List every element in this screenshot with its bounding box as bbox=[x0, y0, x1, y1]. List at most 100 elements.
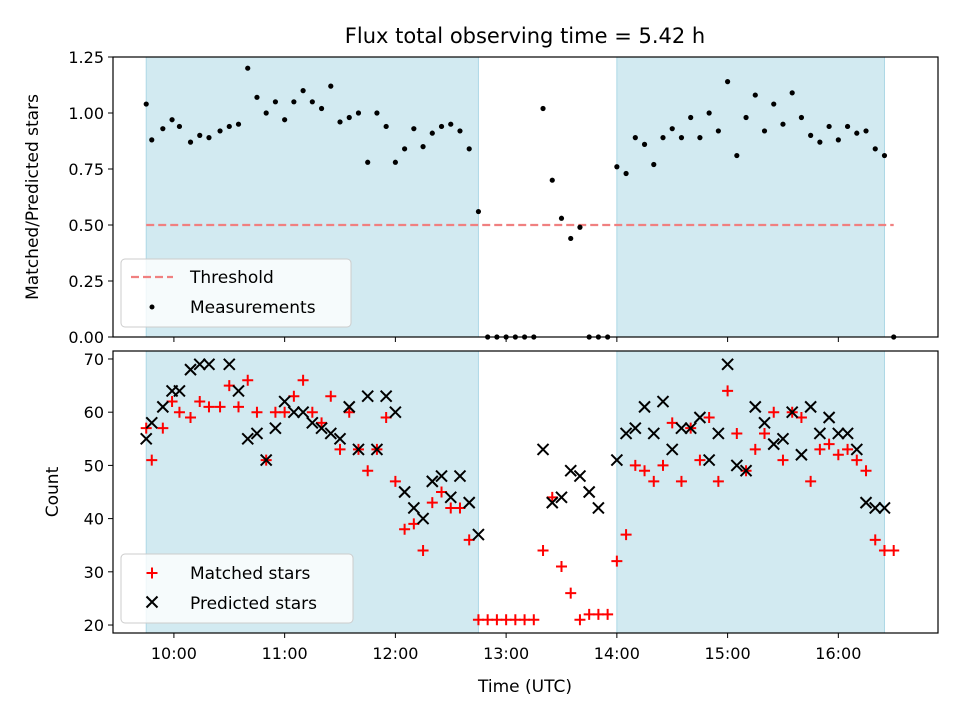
predicted-star-point bbox=[333, 432, 347, 445]
matched-star-point bbox=[491, 614, 503, 626]
predicted-star-point bbox=[869, 501, 882, 515]
predicted-star-point bbox=[269, 421, 282, 435]
measurement-point bbox=[715, 128, 721, 134]
matched-star-point bbox=[306, 406, 318, 418]
measurement-point bbox=[300, 88, 306, 94]
measurement-point bbox=[826, 123, 832, 130]
matched-star-point bbox=[620, 529, 632, 541]
legend-predicted-swatch bbox=[145, 595, 159, 609]
legend-matched-label: Matched stars bbox=[190, 564, 310, 584]
predicted-star-point bbox=[749, 400, 762, 414]
x-tick-label: 15:00 bbox=[705, 644, 751, 663]
predicted-star-point bbox=[546, 496, 559, 509]
measurement-point bbox=[245, 65, 251, 71]
y-tick-label: 70 bbox=[84, 350, 104, 369]
measurement-point bbox=[752, 92, 758, 98]
matched-star-point bbox=[343, 406, 355, 418]
predicted-star-point bbox=[306, 416, 319, 430]
predicted-star-point bbox=[435, 469, 448, 483]
matched-star-point bbox=[823, 438, 835, 450]
matched-star-point bbox=[509, 614, 521, 626]
observing-band-2 bbox=[616, 350, 885, 634]
matched-star-point bbox=[694, 454, 706, 466]
predicted-star-point bbox=[832, 427, 845, 440]
measurement-point bbox=[614, 164, 620, 170]
measurement-point bbox=[817, 139, 823, 145]
measurement-point bbox=[789, 90, 795, 96]
predicted-star-point bbox=[145, 416, 158, 430]
matched-star-point bbox=[629, 459, 641, 471]
measurement-point bbox=[429, 130, 435, 136]
predicted-star-point bbox=[315, 421, 328, 435]
predicted-star-point bbox=[250, 427, 264, 440]
matched-star-point bbox=[583, 608, 595, 620]
predicted-star-point bbox=[223, 358, 236, 371]
measurement-point bbox=[724, 79, 731, 85]
measurement-point bbox=[743, 114, 749, 121]
predicted-star-point bbox=[555, 491, 568, 504]
matched-star-point bbox=[832, 449, 844, 461]
predicted-star-point bbox=[693, 411, 707, 424]
measurement-point bbox=[669, 126, 675, 132]
measurement-point bbox=[217, 128, 223, 134]
measurement-point bbox=[402, 146, 408, 152]
measurement-point bbox=[197, 132, 203, 138]
predicted-star-point bbox=[379, 390, 393, 403]
x-axis-label: Time (UTC) bbox=[477, 677, 572, 697]
predicted-star-point bbox=[370, 443, 384, 456]
measurement-point bbox=[383, 123, 389, 130]
predicted-star-point bbox=[184, 363, 197, 376]
measurement-point bbox=[254, 94, 260, 100]
x-tick-label: 11:00 bbox=[262, 644, 308, 663]
matched-star-point bbox=[722, 385, 734, 397]
matched-star-point bbox=[482, 614, 494, 626]
measurement-point bbox=[549, 177, 555, 183]
measurement-point bbox=[734, 152, 740, 159]
measurement-point bbox=[346, 114, 352, 121]
measurement-point bbox=[149, 137, 155, 143]
observing-band-2 bbox=[616, 56, 885, 338]
legend-threshold-label: Threshold bbox=[189, 268, 274, 288]
x-tick-label: 13:00 bbox=[483, 644, 529, 663]
predicted-star-point bbox=[822, 411, 836, 424]
measurement-point bbox=[392, 159, 398, 165]
matched-star-point bbox=[500, 614, 512, 626]
measurement-point bbox=[808, 132, 814, 138]
y-tick-label: 50 bbox=[84, 456, 104, 475]
matched-star-point bbox=[565, 587, 577, 599]
matched-star-point bbox=[611, 555, 623, 567]
matched-star-point bbox=[251, 406, 263, 418]
bottom-plot-frame bbox=[112, 350, 939, 634]
legend-measurements-label: Measurements bbox=[190, 298, 316, 318]
measurement-point bbox=[780, 121, 786, 127]
y-tick-label: 20 bbox=[84, 616, 104, 635]
predicted-star-point bbox=[841, 427, 854, 440]
measurement-point bbox=[176, 123, 183, 130]
measurement-point bbox=[457, 128, 463, 134]
matched-star-point bbox=[648, 475, 660, 487]
measurement-point bbox=[411, 126, 417, 132]
matched-star-point bbox=[233, 401, 245, 413]
predicted-star-point bbox=[361, 390, 374, 403]
top-legend-box bbox=[120, 258, 352, 328]
matched-star-point bbox=[399, 523, 411, 535]
measurement-point bbox=[318, 105, 325, 112]
matched-star-point bbox=[194, 396, 206, 408]
bottom-legend-box bbox=[120, 553, 354, 624]
legend-matched-swatch bbox=[146, 567, 158, 579]
predicted-star-point bbox=[343, 400, 356, 414]
matched-star-point bbox=[777, 454, 789, 466]
predicted-star-point bbox=[850, 443, 863, 456]
bottom-y-axis-label: Count bbox=[43, 466, 63, 517]
predicted-star-point bbox=[564, 464, 577, 477]
matched-star-point bbox=[712, 475, 724, 487]
predicted-star-point bbox=[767, 437, 780, 451]
matched-star-point bbox=[851, 454, 863, 466]
predicted-star-point bbox=[610, 453, 624, 467]
predicted-star-point bbox=[232, 384, 245, 398]
measurement-point bbox=[540, 105, 546, 112]
matched-star-point bbox=[519, 614, 531, 626]
predicted-star-point bbox=[702, 453, 716, 467]
predicted-star-point bbox=[444, 491, 457, 504]
matched-star-point bbox=[157, 422, 169, 434]
